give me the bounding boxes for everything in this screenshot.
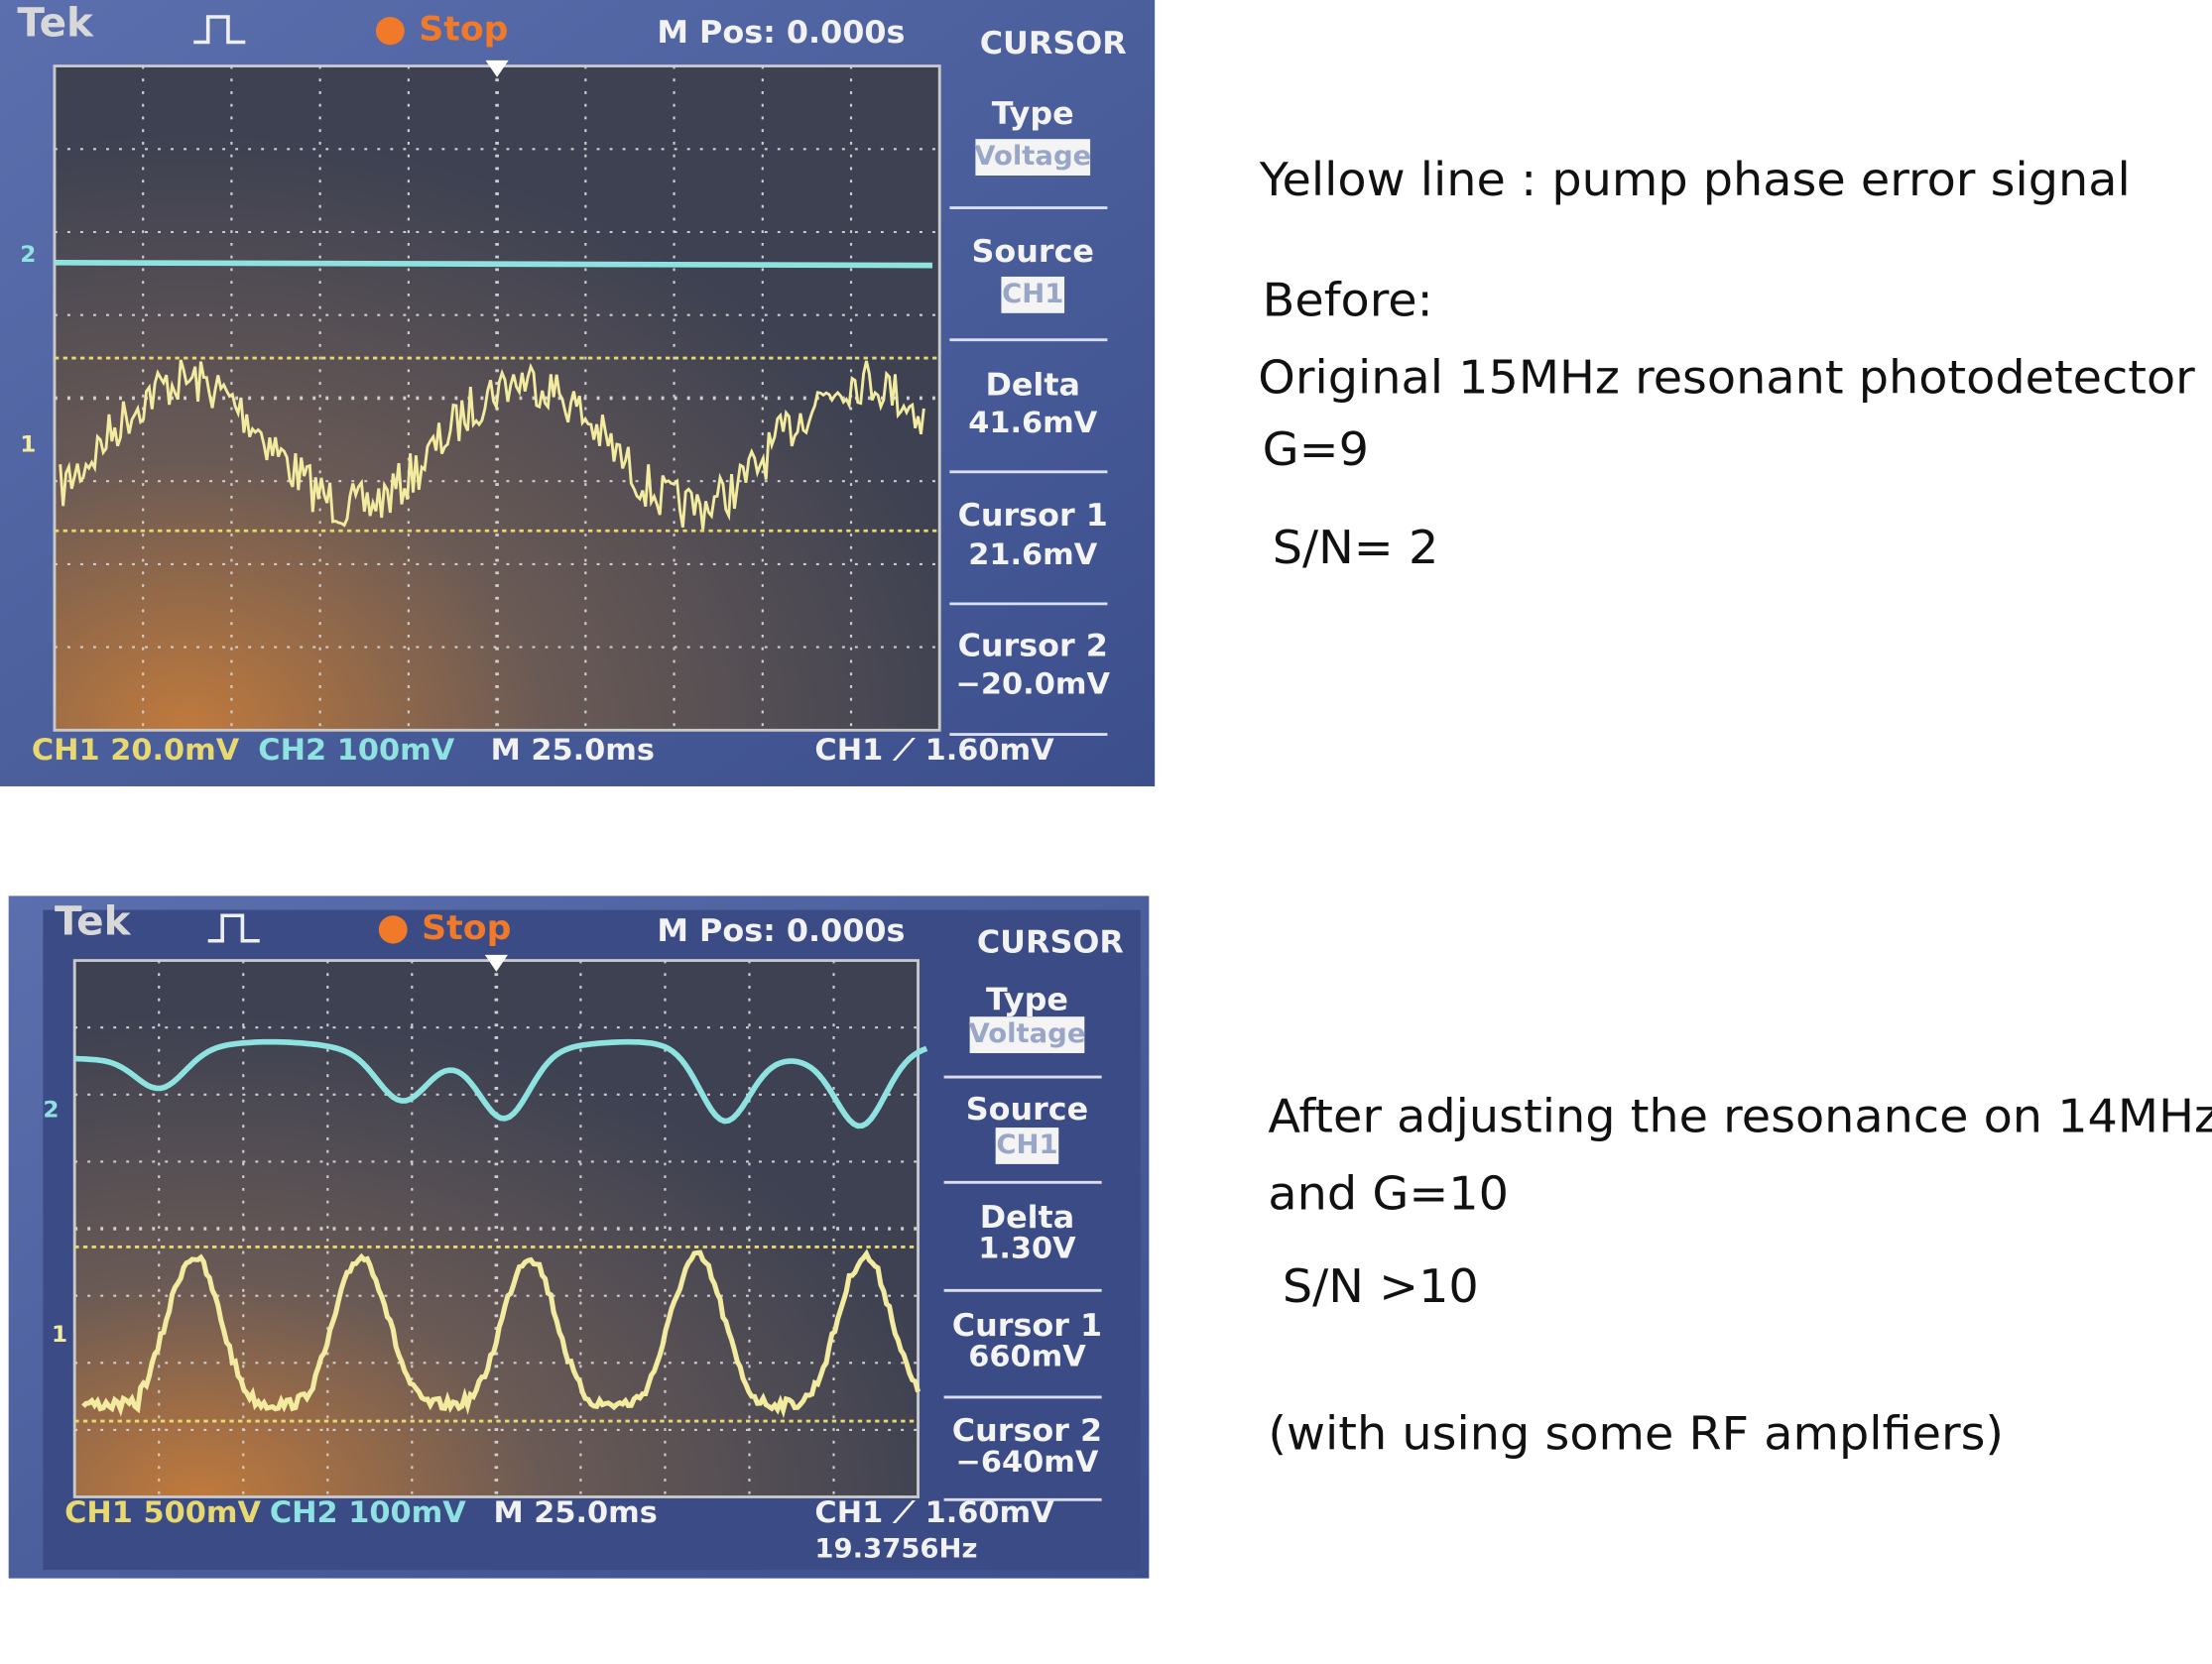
menu-value-box: [975, 139, 1091, 177]
menu-value: Voltage: [968, 1018, 1085, 1049]
footer-frequency: 19.3756Hz: [814, 1534, 977, 1565]
menu-value: CH1: [1002, 279, 1063, 309]
note-line: After adjusting the resonance on 14MHz: [1268, 1090, 2212, 1143]
menu-value: 660mV: [968, 1340, 1086, 1374]
menu-title: CURSOR: [980, 27, 1127, 62]
menu-label: Type: [992, 96, 1074, 132]
trigger-marker: [485, 59, 509, 77]
menu-label: Cursor 1: [958, 498, 1108, 534]
ch2-trace: [54, 259, 933, 269]
status: Stop: [419, 10, 508, 50]
menu-value-box: [969, 1016, 1085, 1054]
trigger-marker: [484, 954, 508, 972]
footer-ch1: CH1 20.0mV: [32, 733, 240, 768]
menu-value: CH1: [996, 1129, 1057, 1160]
brand: Tek: [55, 899, 132, 945]
acquire-icon: [193, 15, 246, 45]
status: Stop: [422, 908, 511, 948]
acquire-icon: [207, 913, 260, 943]
menu-label: Cursor 1: [952, 1308, 1102, 1344]
menu-value: −640mV: [955, 1445, 1099, 1480]
note-line: (with using some RF amplfiers): [1268, 1407, 2004, 1461]
note-line: S/N >10: [1283, 1259, 1479, 1313]
footer-trigger: CH1 ⟋ 1.60mV: [814, 1495, 1054, 1530]
channel-marker: 1: [52, 1322, 67, 1348]
menu-value: Voltage: [974, 141, 1091, 172]
footer-time: M 25.0ms: [493, 1495, 657, 1530]
menu-value: 41.6mV: [968, 406, 1098, 440]
menu-value: −20.0mV: [956, 667, 1111, 702]
footer-ch2: CH2 100mV: [258, 733, 455, 768]
ch1-trace: [59, 359, 925, 530]
note-line: Original 15MHz resonant photodetector: [1258, 351, 2195, 405]
menu-title: CURSOR: [977, 925, 1124, 961]
menu-value-box: [1001, 276, 1065, 313]
stop-icon: [375, 16, 405, 46]
note-line: Yellow line : pump phase error signal: [1259, 153, 2131, 206]
channel-marker: 2: [43, 1098, 59, 1124]
menu-label: Source: [972, 234, 1094, 270]
menu-label: Source: [966, 1092, 1088, 1128]
note-line: G=9: [1263, 422, 1369, 476]
channel-marker: 2: [20, 242, 36, 268]
note-line: Before:: [1263, 274, 1433, 327]
menu-value-box: [995, 1128, 1059, 1164]
note-line: and G=10: [1268, 1167, 1509, 1221]
stop-icon: [378, 915, 408, 944]
menu-label: Delta: [985, 368, 1080, 404]
footer-ch2: CH2 100mV: [270, 1495, 467, 1530]
footer-trigger: CH1 ⟋ 1.60mV: [814, 733, 1054, 768]
footer-time: M 25.0ms: [491, 733, 655, 768]
menu-value: 1.30V: [978, 1232, 1076, 1266]
footer-ch1: CH1 500mV: [64, 1495, 262, 1530]
menu-label: Delta: [980, 1200, 1075, 1236]
position: M Pos: 0.000s: [657, 913, 905, 949]
position: M Pos: 0.000s: [657, 15, 905, 51]
ch1-trace: [81, 1248, 921, 1419]
menu-label: Cursor 2: [958, 629, 1108, 664]
menu-label: Cursor 2: [952, 1414, 1102, 1450]
brand: Tek: [17, 1, 94, 47]
menu-label: Type: [986, 983, 1068, 1018]
menu-value: 21.6mV: [968, 537, 1098, 572]
channel-marker: 1: [20, 432, 36, 458]
ch2-trace: [74, 1038, 928, 1129]
note-line: S/N= 2: [1273, 521, 1439, 574]
